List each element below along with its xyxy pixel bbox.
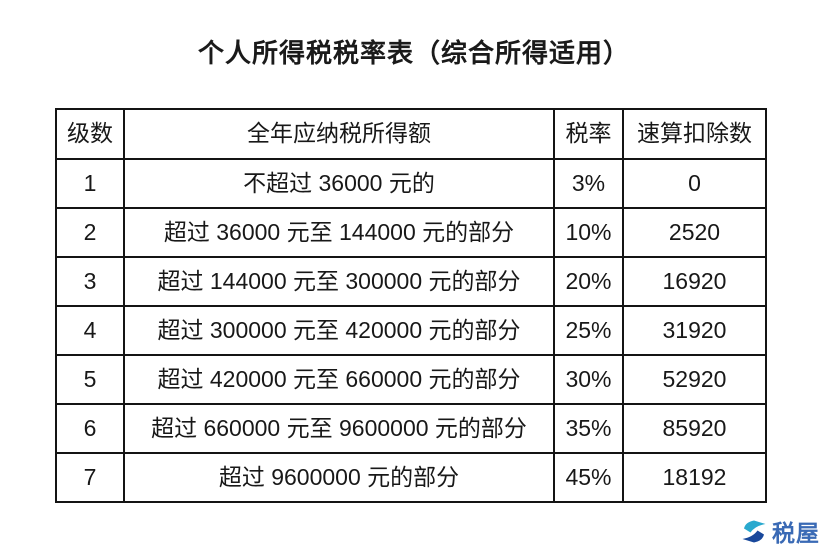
- logo-text: 税屋: [772, 520, 820, 546]
- table-header-row: 级数 全年应纳税所得额 税率 速算扣除数: [55, 108, 767, 160]
- cell-income: 超过 36000 元至 144000 元的部分: [123, 207, 555, 258]
- table-row: 2 超过 36000 元至 144000 元的部分 10% 2520: [55, 207, 767, 258]
- cell-deduction: 18192: [622, 452, 767, 503]
- cell-income: 超过 144000 元至 300000 元的部分: [123, 256, 555, 307]
- cell-rate: 20%: [553, 256, 624, 307]
- cell-income: 不超过 36000 元的: [123, 158, 555, 209]
- table-row: 1 不超过 36000 元的 3% 0: [55, 158, 767, 209]
- cell-rate: 35%: [553, 403, 624, 454]
- tax-rate-table: 级数 全年应纳税所得额 税率 速算扣除数 1 不超过 36000 元的 3% 0…: [55, 108, 767, 503]
- table-row: 5 超过 420000 元至 660000 元的部分 30% 52920: [55, 354, 767, 405]
- header-level: 级数: [55, 108, 125, 160]
- cell-level: 6: [55, 403, 125, 454]
- cell-deduction: 2520: [622, 207, 767, 258]
- table-row: 3 超过 144000 元至 300000 元的部分 20% 16920: [55, 256, 767, 307]
- cell-level: 3: [55, 256, 125, 307]
- cell-rate: 45%: [553, 452, 624, 503]
- cell-deduction: 52920: [622, 354, 767, 405]
- cell-income: 超过 420000 元至 660000 元的部分: [123, 354, 555, 405]
- cell-rate: 25%: [553, 305, 624, 356]
- cell-rate: 30%: [553, 354, 624, 405]
- header-income: 全年应纳税所得额: [123, 108, 555, 160]
- cell-level: 5: [55, 354, 125, 405]
- header-deduction: 速算扣除数: [622, 108, 767, 160]
- cell-deduction: 0: [622, 158, 767, 209]
- cell-level: 7: [55, 452, 125, 503]
- page-title: 个人所得税税率表（综合所得适用）: [197, 38, 630, 68]
- table-row: 7 超过 9600000 元的部分 45% 18192: [55, 452, 767, 503]
- header-rate: 税率: [553, 108, 624, 160]
- cell-level: 1: [55, 158, 125, 209]
- cell-deduction: 16920: [622, 256, 767, 307]
- cell-income: 超过 9600000 元的部分: [123, 452, 555, 503]
- shuiwu-watermark-logo: 税屋: [740, 514, 820, 548]
- cell-income: 超过 300000 元至 420000 元的部分: [123, 305, 555, 356]
- table-row: 6 超过 660000 元至 9600000 元的部分 35% 85920: [55, 403, 767, 454]
- s-mark-icon: [740, 518, 768, 545]
- cell-level: 2: [55, 207, 125, 258]
- cell-deduction: 85920: [622, 403, 767, 454]
- cell-income: 超过 660000 元至 9600000 元的部分: [123, 403, 555, 454]
- cell-deduction: 31920: [622, 305, 767, 356]
- cell-rate: 3%: [553, 158, 624, 209]
- table-row: 4 超过 300000 元至 420000 元的部分 25% 31920: [55, 305, 767, 356]
- tax-rate-table-body: 级数 全年应纳税所得额 税率 速算扣除数 1 不超过 36000 元的 3% 0…: [55, 108, 767, 503]
- cell-level: 4: [55, 305, 125, 356]
- cell-rate: 10%: [553, 207, 624, 258]
